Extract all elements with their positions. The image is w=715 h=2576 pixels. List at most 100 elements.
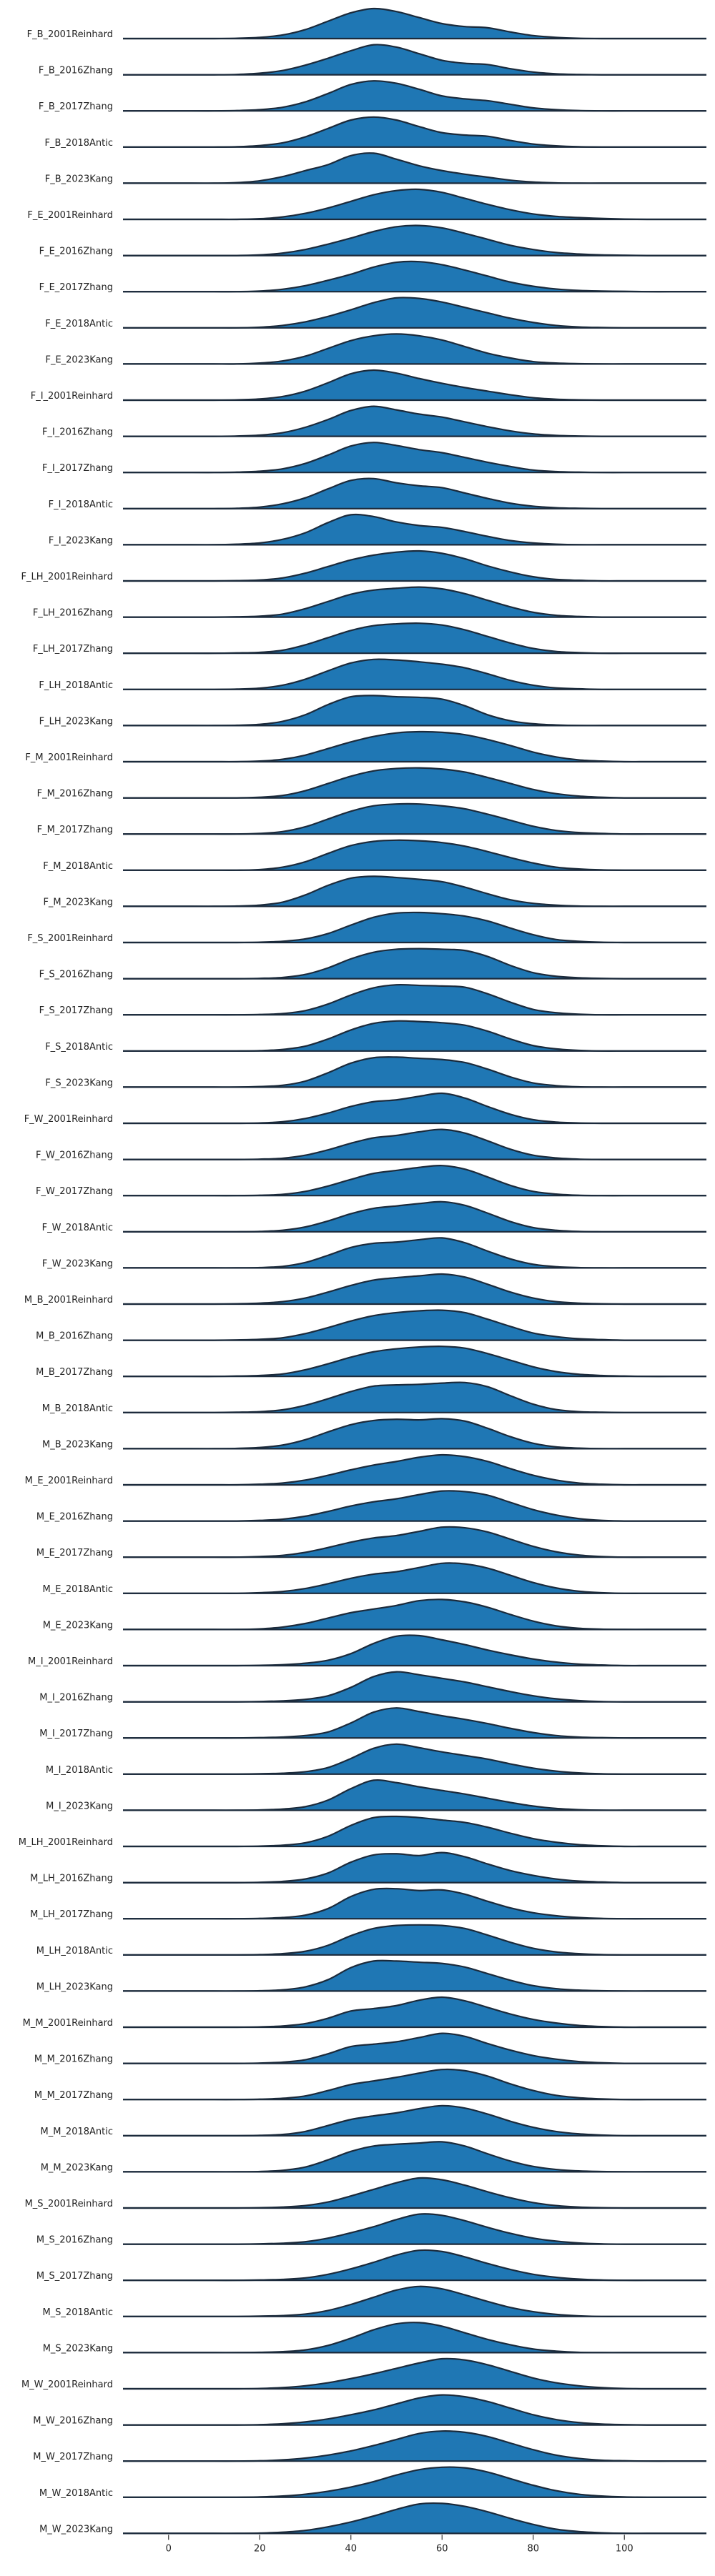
x-tick-label: 20 — [254, 2543, 266, 2554]
ridge-area — [123, 116, 706, 147]
ridge-row: M_W_2023Kang — [39, 2502, 706, 2535]
ridge-row: F_E_2001Reinhard — [27, 188, 706, 221]
ridge-label: F_LH_2018Antic — [39, 680, 113, 691]
ridge-area — [123, 2322, 706, 2353]
ridge-row: F_I_2018Antic — [49, 477, 706, 510]
ridge-area — [123, 1563, 706, 1593]
ridge-label: F_I_2016Zhang — [42, 427, 113, 438]
ridge-label: F_LH_2016Zhang — [33, 608, 113, 619]
ridge-row: F_B_2018Antic — [45, 116, 706, 149]
ridge-label: F_I_2017Zhang — [42, 463, 113, 474]
ridge-label: F_W_2023Kang — [42, 1258, 113, 1269]
ridge-label: F_W_2017Zhang — [36, 1186, 113, 1197]
ridge-row: M_E_2001Reinhard — [25, 1453, 706, 1486]
ridge-area — [123, 1671, 706, 1702]
ridge-label: F_S_2023Kang — [45, 1078, 113, 1088]
ridge-area — [123, 1960, 706, 1991]
ridge-row: F_W_2023Kang — [42, 1237, 706, 1269]
ridge-row: M_LH_2023Kang — [36, 1959, 706, 1992]
ridge-label: M_LH_2018Antic — [36, 1946, 113, 1956]
ridge-label: F_W_2018Antic — [42, 1223, 113, 1233]
ridge-label: F_S_2017Zhang — [39, 1005, 113, 1016]
ridge-area — [123, 1201, 706, 1232]
ridge-label: M_W_2001Reinhard — [21, 2379, 113, 2390]
ridge-area — [123, 587, 706, 617]
ridge-label: M_W_2023Kang — [39, 2524, 113, 2535]
ridge-label: F_B_2017Zhang — [39, 101, 113, 112]
ridge-row: M_W_2001Reinhard — [21, 2357, 706, 2390]
ridge-label: M_W_2018Antic — [39, 2488, 113, 2499]
ridge-area — [123, 1057, 706, 1088]
ridge-label: M_B_2001Reinhard — [24, 1295, 113, 1306]
ridge-row: M_B_2017Zhang — [36, 1346, 706, 1378]
ridge-label: M_LH_2016Zhang — [30, 1874, 113, 1884]
ridge-row: F_B_2001Reinhard — [27, 7, 706, 40]
ridge-area — [123, 2069, 706, 2100]
ridge-label: M_I_2017Zhang — [39, 1729, 113, 1739]
x-tick-label: 60 — [436, 2543, 448, 2554]
ridge-row: M_I_2018Antic — [46, 1743, 706, 1776]
ridge-row: M_E_2023Kang — [43, 1598, 706, 1631]
ridge-row: M_E_2017Zhang — [36, 1526, 706, 1558]
ridge-row: M_S_2016Zhang — [36, 2213, 706, 2246]
ridge-area — [123, 1418, 706, 1449]
ridge-row: M_W_2017Zhang — [33, 2430, 706, 2462]
ridge-row: F_W_2017Zhang — [36, 1165, 706, 1197]
ridge-row: F_M_2023Kang — [43, 875, 706, 907]
ridge-label: M_LH_2017Zhang — [30, 1909, 113, 1920]
ridge-row: M_M_2001Reinhard — [23, 1996, 706, 2029]
ridge-row: M_E_2016Zhang — [36, 1490, 706, 1523]
ridge-label: F_I_2023Kang — [49, 535, 113, 546]
ridge-row: F_I_2001Reinhard — [31, 369, 706, 402]
ridge-area — [123, 1599, 706, 1630]
ridge-label: M_E_2018Antic — [42, 1584, 113, 1595]
ridge-area — [123, 550, 706, 582]
ridge-area — [123, 153, 706, 184]
ridge-area — [123, 334, 706, 364]
ridge-label: F_M_2016Zhang — [37, 789, 113, 800]
ridge-area — [123, 985, 706, 1015]
ridge-label: M_I_2023Kang — [46, 1801, 113, 1811]
ridge-label: F_S_2016Zhang — [39, 970, 113, 980]
ridge-area — [123, 225, 706, 256]
ridge-row: F_W_2018Antic — [42, 1200, 706, 1233]
ridge-area — [123, 1346, 706, 1377]
ridge-area — [123, 695, 706, 726]
ridge-label: M_E_2001Reinhard — [25, 1476, 113, 1486]
ridge-label: M_I_2001Reinhard — [28, 1656, 113, 1667]
ridge-label: M_I_2018Antic — [46, 1765, 113, 1776]
ridge-area — [123, 1635, 706, 1666]
x-tick-label: 100 — [616, 2543, 633, 2554]
ridge-area — [123, 297, 706, 328]
ridge-label: F_M_2018Antic — [43, 861, 113, 872]
ridge-row: F_LH_2023Kang — [39, 695, 706, 727]
ridge-row: F_S_2016Zhang — [39, 948, 706, 980]
ridge-row: M_W_2018Antic — [39, 2466, 706, 2499]
ridge-row: F_M_2016Zhang — [37, 767, 706, 800]
ridge-area — [123, 2467, 706, 2497]
ridge-label: F_LH_2023Kang — [39, 716, 113, 727]
ridge-label: F_B_2023Kang — [45, 174, 113, 184]
ridge-row: F_LH_2001Reinhard — [21, 549, 706, 582]
ridge-area — [123, 1996, 706, 2028]
ridge-row: M_M_2018Antic — [40, 2104, 706, 2137]
ridge-label: F_B_2018Antic — [45, 138, 113, 149]
ridge-row: M_S_2018Antic — [42, 2285, 706, 2318]
ridge-label: F_M_2017Zhang — [37, 825, 113, 835]
ridge-area — [123, 8, 706, 39]
x-tick-label: 0 — [166, 2543, 172, 2554]
ridge-row: M_I_2017Zhang — [39, 1707, 706, 1739]
ridge-row: M_LH_2001Reinhard — [19, 1815, 706, 1848]
ridge-label: M_S_2001Reinhard — [25, 2199, 113, 2209]
ridge-area — [123, 514, 706, 545]
ridge-area — [123, 1020, 706, 1051]
ridge-label: F_S_2001Reinhard — [27, 933, 113, 944]
ridge-area — [123, 2431, 706, 2462]
ridge-label: M_I_2016Zhang — [39, 1693, 113, 1704]
ridge-area — [123, 1744, 706, 1774]
ridge-area — [123, 1129, 706, 1160]
ridge-area — [123, 261, 706, 292]
ridge-label: F_M_2023Kang — [43, 897, 113, 907]
ridge-row: F_S_2018Antic — [45, 1020, 707, 1053]
